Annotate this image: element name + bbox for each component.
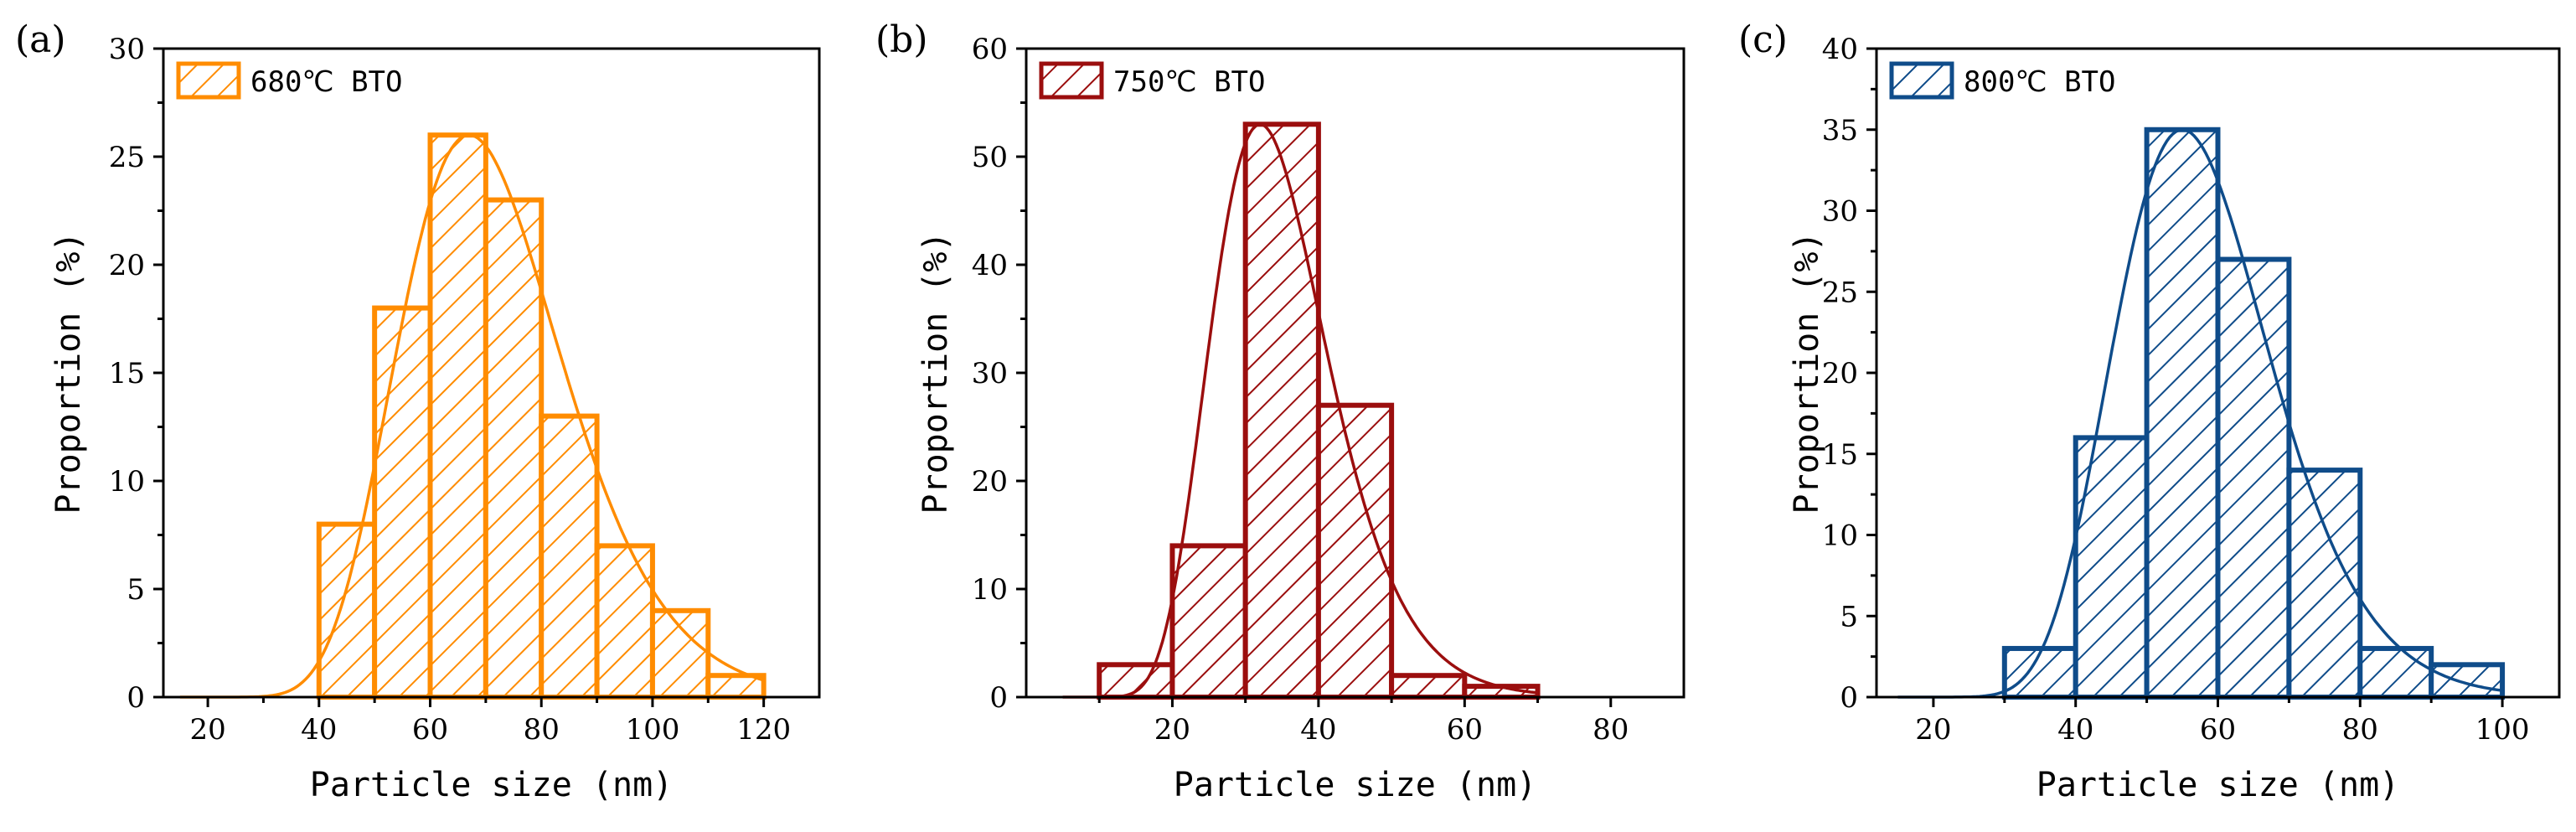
x-tick-label: 20: [1154, 713, 1190, 747]
x-tick-label: 60: [2200, 713, 2236, 747]
legend-swatch: [1039, 61, 1104, 100]
bar-90-100: [2429, 662, 2506, 700]
y-tick-label: 0: [1840, 681, 1858, 715]
y-axis-title: Proportion (%): [916, 231, 955, 514]
x-tick-label: 100: [625, 713, 679, 747]
bar-100-110: [649, 607, 711, 700]
y-tick-label: 10: [109, 465, 145, 499]
y-tick-label: 40: [1822, 33, 1858, 66]
bar-50-60: [2144, 127, 2221, 700]
bar-40-50: [2073, 435, 2150, 700]
y-axis-title: Proportion (%): [49, 231, 88, 514]
panel-1: 0 5 10 15 20 25 30 20 40 60 80 100 120 Particle size …: [15, 18, 821, 804]
y-tick-label: 15: [109, 357, 145, 390]
x-tick-label: 80: [1593, 713, 1629, 747]
fit-curve: [1062, 122, 1538, 699]
y-tick-label: 15: [1822, 438, 1858, 472]
x-tick-label: 100: [2475, 713, 2530, 747]
legend-label: 750℃ BTO: [1113, 65, 1265, 99]
x-tick-label: 60: [412, 713, 448, 747]
x-tick-label: 80: [2342, 713, 2378, 747]
panel-2: 0 10 20 30 40 50 60 20 40 60 80 Particle size (nm) P…: [875, 18, 1685, 804]
y-tick-label: 50: [972, 141, 1008, 174]
bar-80-90: [539, 413, 600, 700]
legend-label: 680℃ BTO: [250, 65, 402, 99]
x-tick-label: 80: [524, 713, 560, 747]
fit-curve: [179, 133, 765, 699]
y-tick-label: 35: [1822, 114, 1858, 147]
bar-90-100: [594, 543, 655, 700]
bar-40-50: [316, 521, 378, 700]
x-axis-title: Particle size (nm): [2037, 766, 2399, 804]
legend-swatch: [1889, 61, 1954, 100]
y-axis-title: Proportion (%): [1788, 231, 1826, 514]
bar-70-80: [483, 197, 545, 700]
bar-50-60: [372, 305, 433, 700]
x-tick-label: 40: [1300, 713, 1336, 747]
x-axis-title: Particle size (nm): [310, 766, 673, 804]
y-tick-label: 40: [972, 249, 1008, 282]
panel-label: (c): [1738, 18, 1788, 61]
y-tick-label: 30: [109, 33, 145, 66]
y-tick-label: 30: [1822, 195, 1858, 229]
bar-60-70: [2215, 256, 2292, 700]
y-tick-label: 0: [126, 681, 145, 715]
x-tick-label: 120: [736, 713, 791, 747]
x-tick-label: 40: [2057, 713, 2093, 747]
legend-swatch: [176, 61, 241, 100]
bar-80-90: [2357, 645, 2434, 700]
y-tick-label: 5: [1840, 600, 1858, 633]
bar-70-80: [2286, 468, 2363, 700]
bar-20-30: [1169, 543, 1248, 700]
y-tick-label: 10: [972, 573, 1008, 607]
x-tick-label: 40: [301, 713, 337, 747]
x-axis-title: Particle size (nm): [1174, 766, 1536, 804]
x-tick-label: 20: [189, 713, 225, 747]
y-tick-label: 30: [972, 357, 1008, 390]
bar-50-60: [1389, 673, 1468, 700]
bar-30-40: [1242, 121, 1321, 700]
panel-label: (a): [15, 18, 66, 61]
y-tick-label: 5: [126, 573, 145, 607]
legend-label: 800℃ BTO: [1964, 65, 2115, 99]
y-tick-label: 20: [1822, 357, 1858, 390]
fit-curve: [1897, 128, 2503, 699]
y-tick-label: 20: [972, 465, 1008, 499]
y-tick-label: 60: [972, 33, 1008, 66]
y-tick-label: 0: [989, 681, 1008, 715]
x-tick-label: 60: [1447, 713, 1483, 747]
y-tick-label: 25: [109, 141, 145, 174]
y-tick-label: 25: [1822, 276, 1858, 309]
x-tick-label: 20: [1915, 713, 1951, 747]
panel-3: 0 5 10 15 20 25 30 35 40 20 40 60 80 100 Particle size…: [1738, 18, 2561, 804]
bar-60-70: [427, 132, 488, 700]
y-tick-label: 20: [109, 249, 145, 282]
y-tick-label: 10: [1822, 519, 1858, 553]
panel-label: (b): [875, 18, 928, 61]
